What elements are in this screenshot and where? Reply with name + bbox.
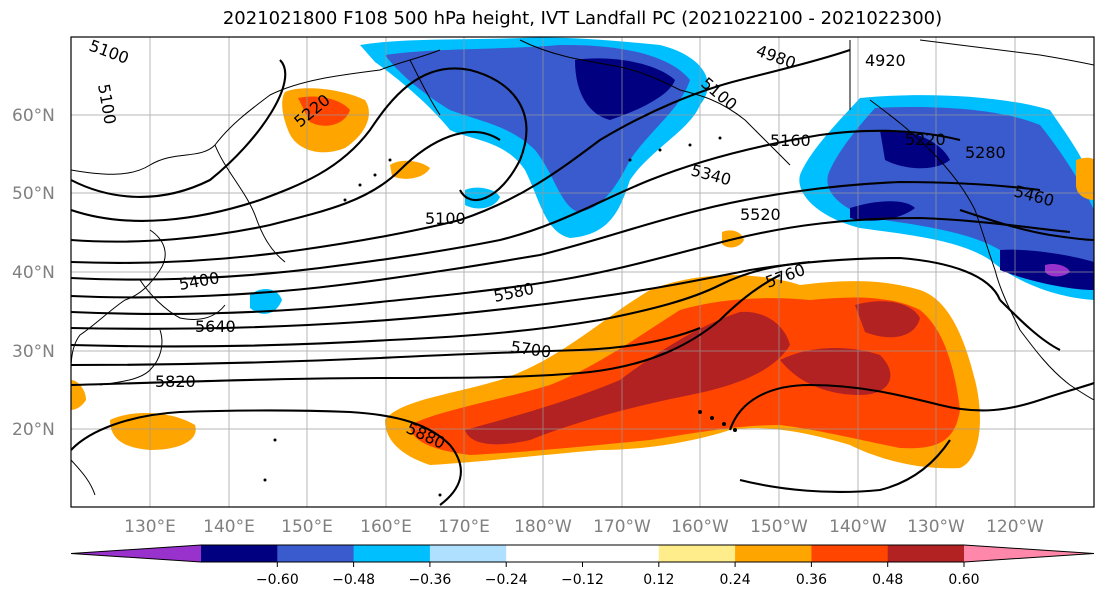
contour-label: 4920 (865, 51, 906, 70)
colorbar-cell (429, 545, 507, 562)
colorbar-cell (887, 545, 965, 562)
lon-label: 160°E (360, 517, 412, 537)
contour-label: 5160 (770, 131, 811, 150)
colorbar: −0.60 −0.48 −0.36 −0.24 −0.12 0.12 0.24 0.36 0.4… (70, 544, 1095, 588)
lat-label: 40°N (12, 263, 55, 283)
colorbar-cell (506, 545, 583, 562)
colorbar-cell (582, 545, 660, 562)
lon-label: 140°W (829, 517, 887, 537)
islands (263, 136, 737, 497)
lon-label: 160°W (671, 517, 729, 537)
coastlines (71, 39, 1094, 496)
colorbar-tick-label: −0.48 (332, 572, 375, 588)
colorbar-ticks (276, 562, 965, 567)
colorbar-cell (658, 545, 736, 562)
graticule (71, 37, 1094, 507)
map-border (70, 36, 1095, 508)
contour-label: 5220 (905, 130, 946, 149)
longitude-labels: 130°E 140°E 150°E 160°E 170°E 180°W 170°… (124, 517, 1044, 537)
contour-label: 5640 (195, 317, 236, 336)
colorbar-tick-label: 0.24 (720, 572, 751, 588)
contour-label: 5100 (425, 209, 466, 228)
lon-label: 130°E (124, 517, 176, 537)
lon-label: 120°W (986, 517, 1044, 537)
lon-label: 130°W (907, 517, 965, 537)
colorbar-cell (277, 545, 355, 562)
colorbar-tick-label: 0.48 (872, 572, 903, 588)
colorbar-cell (964, 545, 1094, 562)
negative-ivt-regions (250, 37, 1094, 314)
lat-label: 60°N (12, 106, 55, 126)
lon-label: 150°W (750, 517, 808, 537)
lon-label: 150°E (281, 517, 333, 537)
colorbar-tick-label: 0.36 (796, 572, 827, 588)
colorbar-cell (811, 545, 889, 562)
lon-label: 180°W (514, 517, 572, 537)
colorbar-cell (201, 545, 278, 562)
colorbar-tick-labels: −0.60 −0.48 −0.36 −0.24 −0.12 0.12 0.24 0.36 0.4… (256, 572, 980, 588)
figure-title: 2021021800 F108 500 hPa height, IVT Land… (222, 8, 943, 29)
colorbar-tick-label: 0.12 (643, 572, 674, 588)
lat-label: 30°N (12, 342, 55, 362)
contour-label: 5820 (155, 372, 196, 391)
colorbar-tick-label: −0.60 (256, 572, 299, 588)
colorbar-cell (735, 545, 812, 562)
colorbar-cell (353, 545, 431, 562)
colorbar-outline (70, 544, 1095, 563)
lon-label: 140°E (203, 517, 255, 537)
height-contours (71, 49, 1094, 506)
lat-label: 50°N (12, 184, 55, 204)
contour-label: 5520 (740, 205, 781, 224)
positive-ivt-regions (71, 88, 1094, 469)
latitude-labels: 60°N 50°N 40°N 30°N 20°N (12, 106, 55, 440)
colorbar-tick-label: −0.12 (561, 572, 604, 588)
lon-label: 170°W (593, 517, 651, 537)
lat-label: 20°N (12, 420, 55, 440)
contour-label: 5280 (965, 143, 1006, 162)
colorbar-cell (71, 545, 201, 562)
lon-label: 170°E (438, 517, 490, 537)
colorbar-tick-label: 0.60 (948, 572, 979, 588)
colorbar-cells (70, 544, 1095, 563)
colorbar-tick-label: −0.36 (408, 572, 451, 588)
colorbar-tick-label: −0.24 (485, 572, 528, 588)
